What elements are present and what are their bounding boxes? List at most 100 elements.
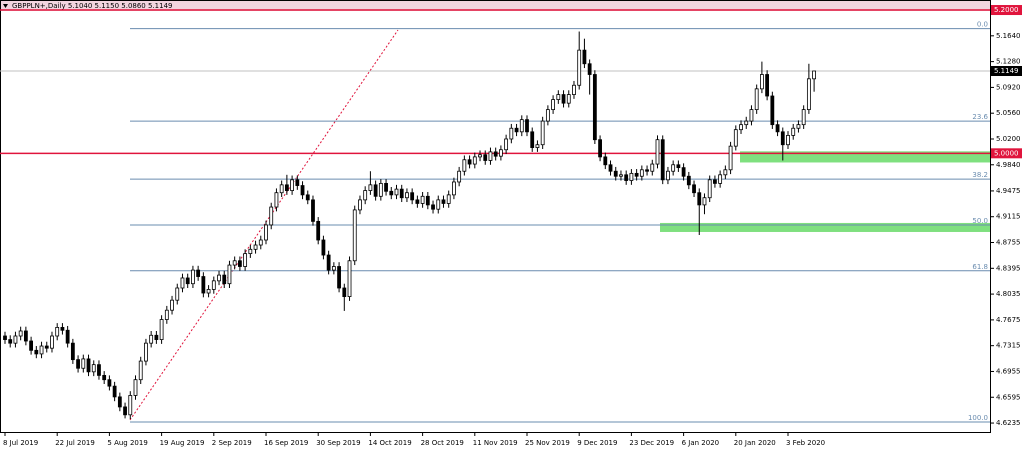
candle-body <box>462 159 467 172</box>
candle-body <box>749 109 754 122</box>
candle-body <box>201 276 206 294</box>
price-box <box>991 148 1022 159</box>
candle-body <box>613 170 618 177</box>
candle-body <box>624 174 629 181</box>
candle-body <box>196 269 201 277</box>
candle-body <box>441 199 446 204</box>
candle-body <box>23 330 28 342</box>
candle-body <box>483 154 488 161</box>
candle-body <box>707 179 712 199</box>
candle-body <box>326 254 331 271</box>
candle-body <box>91 364 96 373</box>
candle-body <box>410 192 415 201</box>
candle-body <box>488 151 493 161</box>
candle-body <box>39 345 44 355</box>
candle-body <box>425 195 430 206</box>
candle-body <box>117 396 122 408</box>
candle-body <box>760 74 764 90</box>
price-label: 5.2000 <box>994 6 1019 14</box>
candle-body <box>514 127 519 133</box>
candle-body <box>159 319 164 340</box>
candle-body <box>796 124 801 129</box>
candle-body <box>191 269 195 285</box>
candle-body <box>18 330 23 337</box>
price-box <box>991 65 1022 76</box>
candle-body <box>243 253 248 267</box>
candle-body <box>269 206 274 226</box>
candle-body <box>352 209 357 262</box>
candle-body <box>13 335 18 344</box>
candle-body <box>405 192 409 199</box>
candle-body <box>452 181 456 196</box>
candle-body <box>154 334 159 340</box>
candle-body <box>284 184 289 191</box>
x-tick-label: 23 Dec 2019 <box>629 439 674 447</box>
x-tick-label: 5 Aug 2019 <box>107 439 147 447</box>
candle-body <box>321 239 326 256</box>
candle-body <box>264 224 268 241</box>
candle-body <box>739 124 743 131</box>
price-label: 5.1149 <box>994 67 1019 75</box>
y-tick-label: 5.0200 <box>996 135 1021 143</box>
candle-body <box>363 190 368 201</box>
candle-body <box>786 135 790 146</box>
candle-body <box>577 49 582 86</box>
y-tick-label: 4.6235 <box>996 419 1021 427</box>
support-zone <box>740 151 990 163</box>
x-tick-label: 3 Feb 2020 <box>786 439 825 447</box>
candle-body <box>217 274 221 282</box>
candle-body <box>311 199 315 222</box>
candle-body <box>666 170 670 181</box>
candle-body <box>399 188 404 199</box>
x-tick-label: 14 Oct 2019 <box>368 439 411 447</box>
candle-body <box>587 63 592 75</box>
candle-body <box>3 335 7 340</box>
candle-body <box>342 287 347 297</box>
price-label: 5.0000 <box>994 149 1019 157</box>
candle-body <box>660 139 665 181</box>
y-tick-label: 5.1280 <box>996 58 1021 66</box>
candle-body <box>780 131 785 146</box>
fib-label: 50.0 <box>972 217 988 225</box>
candle-body <box>639 169 644 177</box>
candle-body <box>551 99 555 111</box>
candle-body <box>692 184 696 194</box>
y-tick-label: 4.6955 <box>996 367 1021 375</box>
y-tick-label: 4.9475 <box>996 187 1021 195</box>
candle-body <box>702 197 707 206</box>
candle-body <box>232 260 237 266</box>
candle-body <box>373 184 378 197</box>
candle-body <box>676 164 681 169</box>
candle-body <box>389 190 394 196</box>
x-tick-label: 8 Jul 2019 <box>3 439 38 447</box>
candle-body <box>258 239 263 246</box>
candle-body <box>519 119 524 133</box>
candle-body <box>608 164 613 172</box>
candle-body <box>237 260 242 267</box>
candle-body <box>472 156 477 165</box>
candle-body <box>331 266 336 271</box>
candle-body <box>248 248 253 255</box>
candle-body <box>295 179 300 186</box>
candle-body <box>530 131 535 148</box>
candle-body <box>253 244 258 250</box>
candle-body <box>478 154 482 158</box>
candle-body <box>185 277 190 285</box>
candle-body <box>556 94 561 100</box>
candle-body <box>347 260 352 297</box>
candle-body <box>540 120 545 146</box>
y-tick-label: 4.7675 <box>996 316 1021 324</box>
candle-body <box>337 266 341 289</box>
candle-body <box>650 163 655 172</box>
candle-body <box>65 329 70 344</box>
candle-body <box>60 327 65 331</box>
support-zone <box>660 222 990 232</box>
candle-body <box>102 375 107 381</box>
candle-body <box>603 156 608 166</box>
fib-label: 0.0 <box>977 21 988 29</box>
y-tick-label: 5.1640 <box>996 32 1021 40</box>
y-tick-label: 5.0560 <box>996 109 1021 117</box>
candle-body <box>436 199 441 210</box>
candle-body <box>619 174 623 177</box>
